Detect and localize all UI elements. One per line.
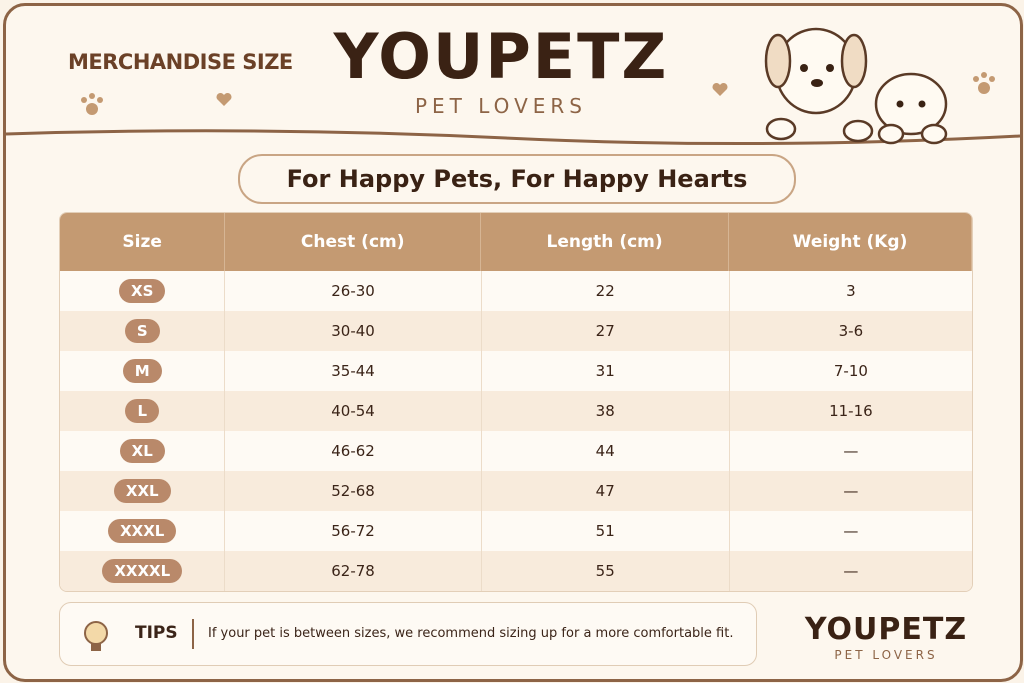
size-pill: M bbox=[122, 359, 162, 383]
cell-text: 46-62 bbox=[331, 442, 375, 460]
cell-text: 56-72 bbox=[331, 522, 375, 540]
table-cell: 52-68 bbox=[225, 471, 482, 511]
table-cell: 22 bbox=[482, 271, 730, 311]
header-cell: Length (cm) bbox=[481, 213, 730, 271]
header-row: Size Chest (cm) Length (cm) Weight (Kg) bbox=[60, 213, 972, 271]
header-text: Length (cm) bbox=[546, 232, 663, 252]
table-cell: 30-40 bbox=[225, 311, 482, 351]
table-cell: XXXL bbox=[60, 511, 226, 551]
tips-box: TIPS If your pet is between sizes, we re… bbox=[59, 602, 757, 666]
table-cell: 35-44 bbox=[225, 351, 482, 391]
cell-text: — bbox=[843, 562, 859, 580]
table-row: XL 46-62 44 — bbox=[60, 431, 972, 471]
table-row: S 30-40 27 3-6 bbox=[60, 311, 972, 351]
table-row: XXL 52-68 47 — bbox=[60, 471, 972, 511]
cell-text: 3 bbox=[846, 282, 856, 300]
table-cell: XXL bbox=[60, 471, 226, 511]
table-row: L 40-54 38 11-16 bbox=[60, 391, 972, 431]
size-pill: XXXXL bbox=[102, 559, 183, 583]
cell-text: 55 bbox=[595, 562, 615, 580]
banner: For Happy Pets, For Happy Hearts bbox=[238, 154, 796, 204]
table-cell: 51 bbox=[482, 511, 730, 551]
header-text: Weight (Kg) bbox=[792, 232, 908, 252]
cell-text: 51 bbox=[595, 522, 615, 540]
cell-text: 35-44 bbox=[331, 362, 375, 380]
cell-text: — bbox=[843, 442, 859, 460]
table-cell: 44 bbox=[482, 431, 730, 471]
table-cell: 3 bbox=[730, 271, 972, 311]
size-pill: L bbox=[125, 399, 159, 423]
table-cell: XXXXL bbox=[60, 551, 226, 591]
cell-text: 22 bbox=[595, 282, 615, 300]
footer-tagline: PET LOVERS bbox=[834, 648, 938, 662]
cell-text: 31 bbox=[595, 362, 615, 380]
cell-text: 27 bbox=[595, 322, 615, 340]
table-cell: 62-78 bbox=[225, 551, 482, 591]
table-row: XXXXL 62-78 55 — bbox=[60, 551, 972, 591]
table-cell: 47 bbox=[482, 471, 730, 511]
table-row: XXXL 56-72 51 — bbox=[60, 511, 972, 551]
cell-text: 11-16 bbox=[829, 402, 873, 420]
cell-text: 40-54 bbox=[331, 402, 375, 420]
size-pill: XS bbox=[119, 279, 166, 303]
header-cell: Weight (Kg) bbox=[729, 213, 972, 271]
separator bbox=[192, 619, 194, 649]
size-pill: XXXL bbox=[108, 519, 177, 543]
bulb-icon bbox=[84, 621, 108, 651]
header-text: Size bbox=[122, 232, 162, 252]
cell-text: 7-10 bbox=[833, 362, 868, 380]
table-cell: 11-16 bbox=[730, 391, 972, 431]
table-cell: — bbox=[730, 431, 972, 471]
cell-text: 30-40 bbox=[331, 322, 375, 340]
brand: YOUPETZ bbox=[333, 20, 669, 93]
tagline: PET LOVERS bbox=[414, 94, 587, 118]
table-cell: 55 bbox=[482, 551, 730, 591]
cell-text: — bbox=[843, 482, 859, 500]
table-cell: — bbox=[730, 471, 972, 511]
table-cell: S bbox=[60, 311, 226, 351]
table-cell: — bbox=[730, 511, 972, 551]
table-cell: 31 bbox=[482, 351, 730, 391]
cell-text: 38 bbox=[595, 402, 615, 420]
table-row: XS 26-30 22 3 bbox=[60, 271, 972, 311]
table-cell: 27 bbox=[482, 311, 730, 351]
table-cell: 40-54 bbox=[225, 391, 482, 431]
header-cell: Chest (cm) bbox=[225, 213, 482, 271]
cell-text: 26-30 bbox=[331, 282, 375, 300]
table-cell: 56-72 bbox=[225, 511, 482, 551]
table-cell: 26-30 bbox=[225, 271, 482, 311]
table-row: M 35-44 31 7-10 bbox=[60, 351, 972, 391]
table-cell: 7-10 bbox=[730, 351, 972, 391]
frame: MERCHANDISE SIZE YOUPETZ PET LOVERS For … bbox=[3, 3, 1023, 682]
table-cell: 3-6 bbox=[730, 311, 972, 351]
header-text: Chest (cm) bbox=[300, 232, 405, 252]
footer-brand: YOUPETZ bbox=[804, 612, 968, 647]
cell-text: 62-78 bbox=[331, 562, 375, 580]
size-table: Size Chest (cm) Length (cm) Weight (Kg) XS 26… bbox=[59, 212, 973, 592]
cell-text: 52-68 bbox=[331, 482, 375, 500]
merch-label: MERCHANDISE SIZE bbox=[68, 50, 293, 74]
header-decor bbox=[6, 27, 1020, 146]
cell-text: 3-6 bbox=[838, 322, 864, 340]
size-pill: S bbox=[124, 319, 160, 343]
table-cell: XS bbox=[60, 271, 226, 311]
table-cell: 38 bbox=[482, 391, 730, 431]
cell-text: 44 bbox=[595, 442, 615, 460]
table-cell: 46-62 bbox=[225, 431, 482, 471]
table-cell: XL bbox=[60, 431, 226, 471]
header-cell: Size bbox=[60, 213, 226, 271]
cell-text: 47 bbox=[595, 482, 615, 500]
tips-label: TIPS bbox=[135, 623, 178, 643]
size-pill: XL bbox=[119, 439, 165, 463]
table-cell: L bbox=[60, 391, 226, 431]
table-cell: M bbox=[60, 351, 226, 391]
size-pill: XXL bbox=[113, 479, 171, 503]
table-cell: — bbox=[730, 551, 972, 591]
cell-text: — bbox=[843, 522, 859, 540]
tips-text: If your pet is between sizes, we recomme… bbox=[208, 626, 734, 641]
